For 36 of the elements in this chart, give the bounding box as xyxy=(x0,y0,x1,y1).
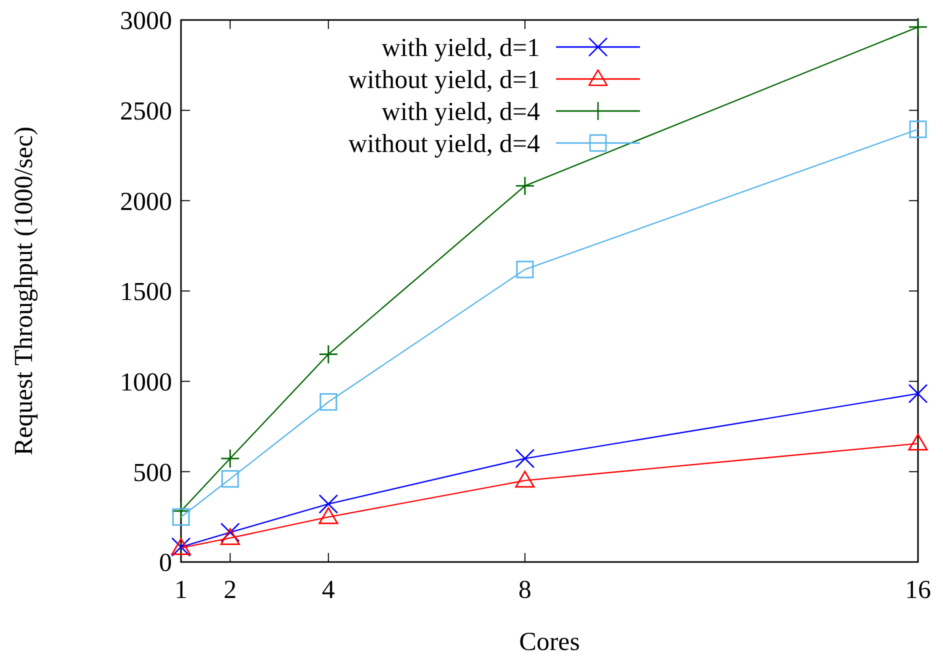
point xyxy=(171,501,191,521)
point xyxy=(318,344,338,364)
point xyxy=(221,470,239,488)
y-axis-title: Request Throughput (1000/sec) xyxy=(9,126,38,456)
y-tick-label: 500 xyxy=(133,458,172,487)
y-tick-label: 1000 xyxy=(120,367,172,396)
legend-label: with yield, d=4 xyxy=(382,97,540,126)
x-axis-title: Cores xyxy=(519,627,580,656)
point xyxy=(908,384,928,404)
point xyxy=(172,508,190,526)
y-tick-label: 0 xyxy=(159,548,172,578)
point xyxy=(909,120,927,138)
x-tick-label: 16 xyxy=(905,575,931,604)
y-tick-label: 2500 xyxy=(120,96,172,126)
legend-label: without yield, d=4 xyxy=(348,129,540,158)
x-tick-label: 4 xyxy=(322,575,335,604)
y-tick-label: 1500 xyxy=(120,277,172,306)
x-tick-label: 1 xyxy=(174,575,188,604)
x-tick-label: 8 xyxy=(518,575,532,604)
point xyxy=(515,448,535,468)
point xyxy=(320,393,338,411)
point xyxy=(515,176,535,196)
x-tick-label: 2 xyxy=(224,575,237,604)
legend-label: with yield, d=1 xyxy=(382,33,540,62)
point xyxy=(220,528,240,546)
point xyxy=(220,522,240,542)
point xyxy=(515,470,535,488)
y-tick-label: 2000 xyxy=(120,186,172,216)
point xyxy=(516,260,534,278)
point xyxy=(908,17,928,37)
y-tick-label: 3000 xyxy=(120,6,172,36)
point xyxy=(908,434,928,451)
point xyxy=(318,494,338,514)
point xyxy=(318,507,338,524)
point xyxy=(220,448,240,468)
legend-label: without yield, d=1 xyxy=(348,65,540,94)
